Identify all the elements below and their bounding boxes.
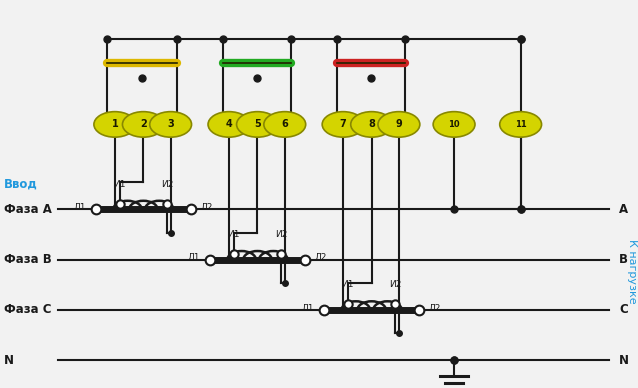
Circle shape [208,112,250,137]
Text: Л2: Л2 [315,253,327,262]
Text: 5: 5 [254,120,261,130]
Text: Фаза B: Фаза B [4,253,52,266]
Text: 9: 9 [396,120,403,130]
Circle shape [150,112,191,137]
Text: И2: И2 [161,180,174,189]
Circle shape [122,112,165,137]
Text: 1: 1 [112,120,118,130]
Text: 10: 10 [449,120,460,129]
Text: N: N [4,354,14,367]
Text: Л1: Л1 [74,203,86,212]
Text: 4: 4 [226,120,232,130]
Text: 11: 11 [515,120,526,129]
Text: 6: 6 [281,120,288,130]
Circle shape [351,112,392,137]
Circle shape [322,112,364,137]
Text: Фаза C: Фаза C [4,303,52,317]
Circle shape [433,112,475,137]
Text: И1: И1 [114,180,126,189]
Text: A: A [619,203,628,216]
Circle shape [378,112,420,137]
Text: Л2: Л2 [200,203,213,212]
Text: Фаза A: Фаза A [4,203,52,216]
Text: 8: 8 [368,120,375,130]
Text: И1: И1 [228,230,240,239]
Text: 2: 2 [140,120,147,130]
Circle shape [500,112,542,137]
Text: N: N [619,354,629,367]
Text: Л2: Л2 [429,303,441,313]
Circle shape [237,112,278,137]
Text: 7: 7 [339,120,346,130]
Text: C: C [619,303,628,317]
Text: К нагрузке: К нагрузке [627,239,637,304]
Text: И2: И2 [275,230,288,239]
Text: B: B [619,253,628,266]
Text: И1: И1 [341,281,354,289]
Text: И2: И2 [389,281,401,289]
Circle shape [94,112,136,137]
Text: Л1: Л1 [188,253,200,262]
Text: Л1: Л1 [302,303,315,313]
Circle shape [264,112,306,137]
Text: Ввод: Ввод [4,178,38,191]
Text: 3: 3 [167,120,174,130]
